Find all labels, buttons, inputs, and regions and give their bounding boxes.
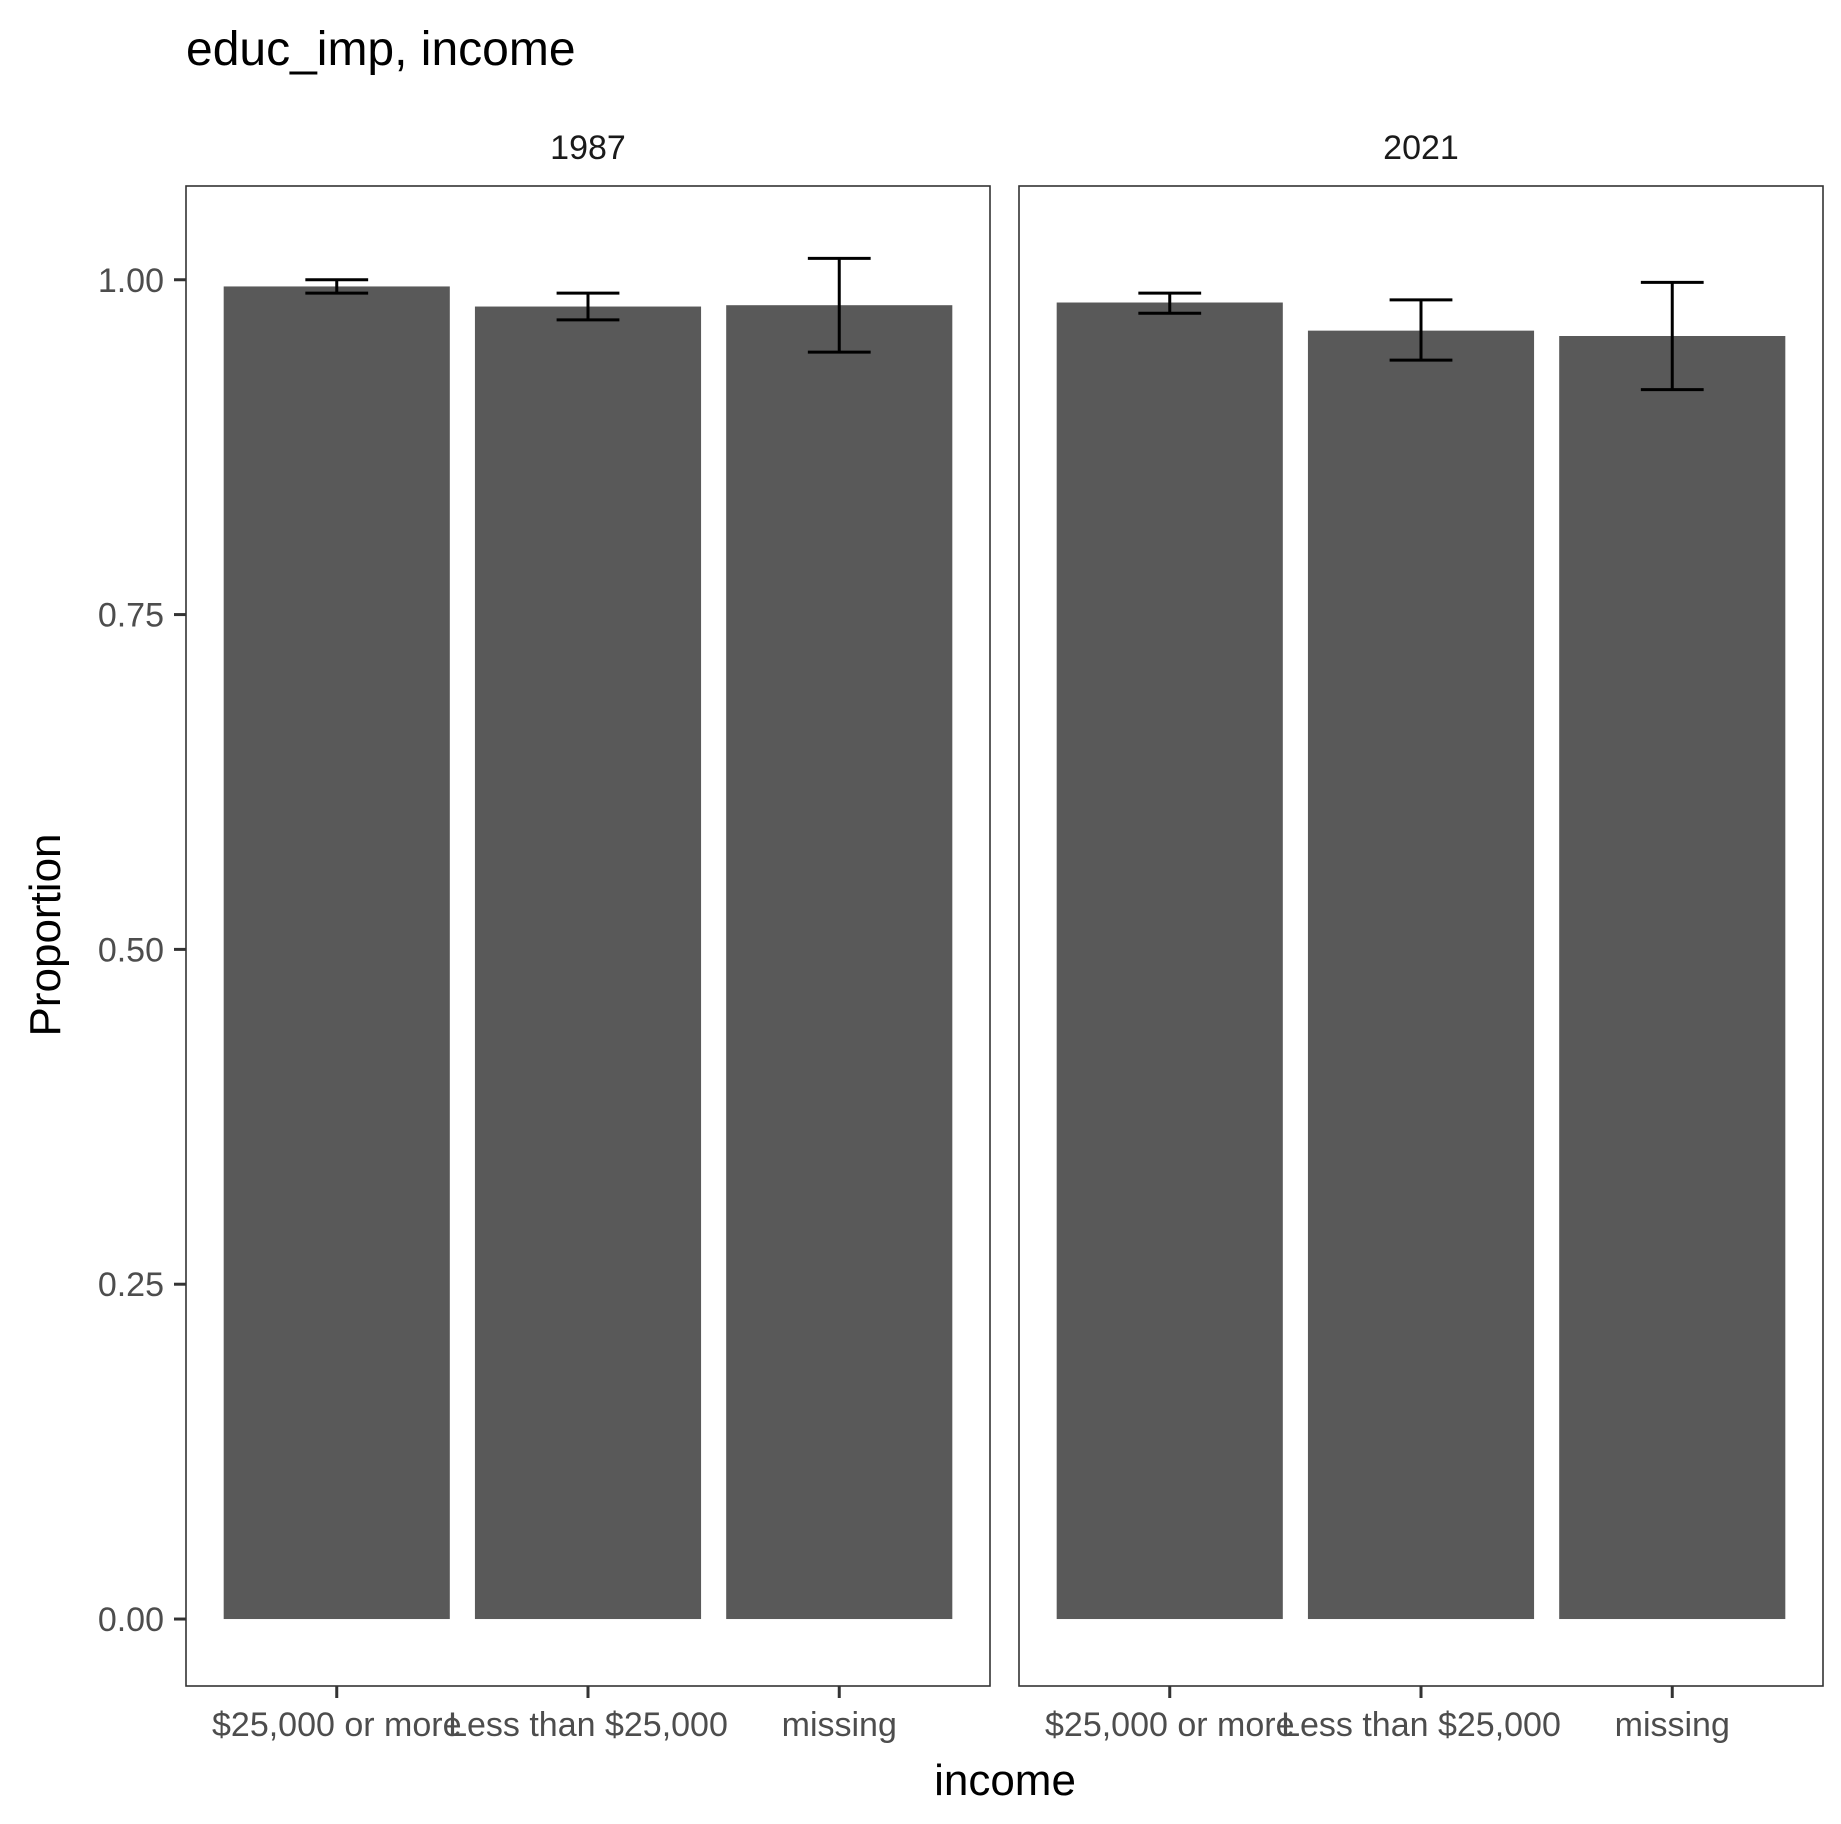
bar (1056, 302, 1283, 1620)
bar (223, 286, 450, 1620)
x-tick-label: Less than $25,000 (448, 1706, 728, 1744)
x-tick-label: Less than $25,000 (1281, 1706, 1561, 1744)
y-tick-label: 0.75 (98, 597, 164, 635)
x-tick-label: missing (1615, 1706, 1730, 1744)
bar (1307, 330, 1535, 1620)
facet-label: 2021 (1383, 129, 1459, 167)
bar (474, 306, 702, 1620)
y-tick-label: 0.50 (98, 931, 164, 969)
x-tick-label: $25,000 or more (1045, 1706, 1295, 1744)
x-axis-title: income (934, 1756, 1076, 1805)
x-tick-label: $25,000 or more (212, 1706, 462, 1744)
chart-title: educ_imp, income (186, 23, 576, 76)
x-tick-label: missing (782, 1706, 897, 1744)
bar (1559, 336, 1786, 1620)
y-tick-label: 1.00 (98, 262, 164, 300)
y-tick-label: 0.25 (98, 1266, 164, 1304)
facet-label: 1987 (550, 129, 626, 167)
y-axis: 0.00 0.25 0.50 0.75 1.00 (98, 262, 186, 1639)
y-axis-title: Proportion (21, 833, 70, 1036)
y-tick-label: 0.00 (98, 1601, 164, 1639)
bar (726, 305, 953, 1620)
